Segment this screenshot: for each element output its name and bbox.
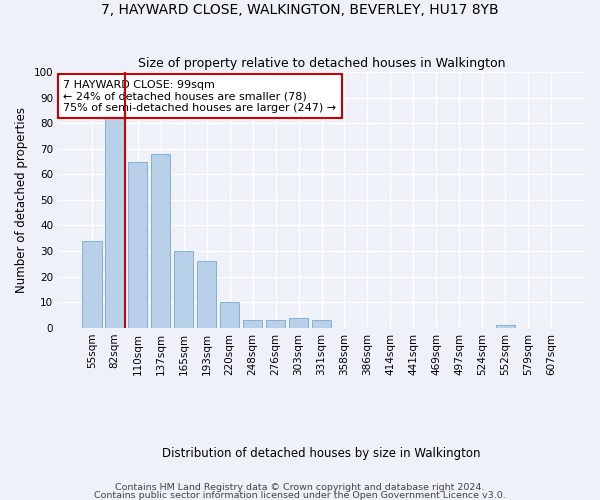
Bar [174,251,193,328]
Bar [82,241,101,328]
Bar [289,318,308,328]
Bar [243,320,262,328]
Bar [128,162,148,328]
Text: Contains public sector information licensed under the Open Government Licence v3: Contains public sector information licen… [94,492,506,500]
Text: 7, HAYWARD CLOSE, WALKINGTON, BEVERLEY, HU17 8YB: 7, HAYWARD CLOSE, WALKINGTON, BEVERLEY, … [101,2,499,16]
Text: 7 HAYWARD CLOSE: 99sqm
← 24% of detached houses are smaller (78)
75% of semi-det: 7 HAYWARD CLOSE: 99sqm ← 24% of detached… [64,80,337,113]
Bar [312,320,331,328]
Bar [220,302,239,328]
Bar [105,118,125,328]
Bar [197,262,217,328]
Text: Contains HM Land Registry data © Crown copyright and database right 2024.: Contains HM Land Registry data © Crown c… [115,483,485,492]
Y-axis label: Number of detached properties: Number of detached properties [15,107,28,293]
Title: Size of property relative to detached houses in Walkington: Size of property relative to detached ho… [138,56,505,70]
X-axis label: Distribution of detached houses by size in Walkington: Distribution of detached houses by size … [162,447,481,460]
Bar [151,154,170,328]
Bar [496,325,515,328]
Bar [266,320,286,328]
